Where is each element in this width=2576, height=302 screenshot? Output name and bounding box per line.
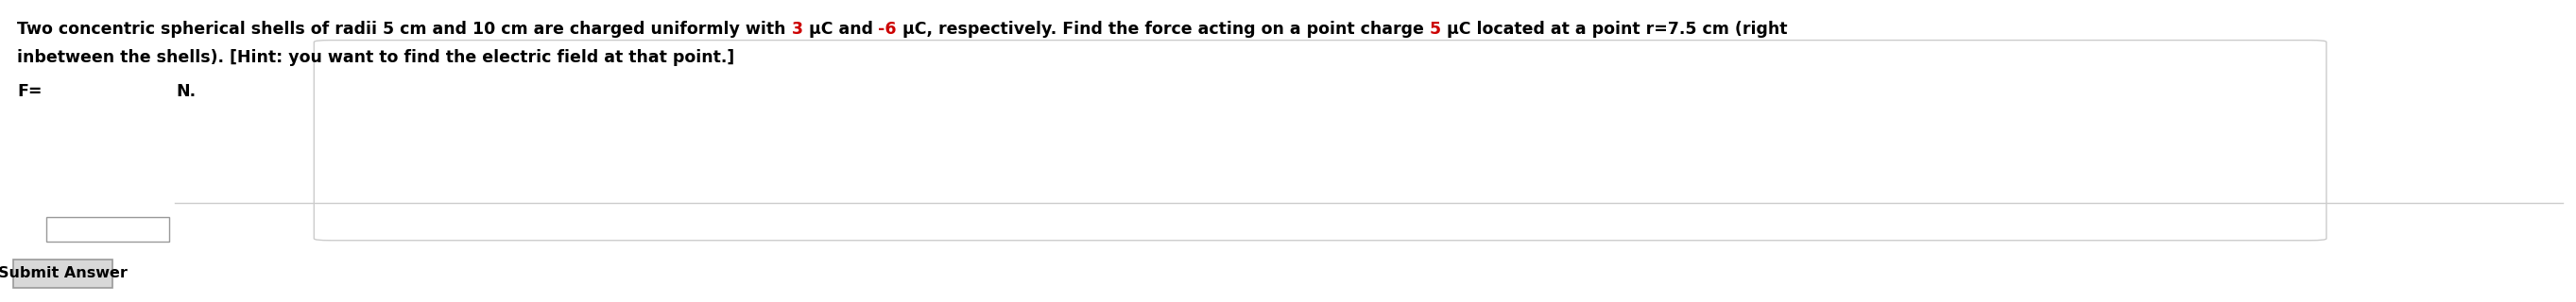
Text: Submit Answer: Submit Answer [0,267,129,281]
Text: Two concentric spherical shells of radii 5 cm and 10 cm are charged uniformly wi: Two concentric spherical shells of radii… [18,21,791,38]
Text: μC and: μC and [804,21,878,38]
Text: μC located at a point r=7.5 cm (right: μC located at a point r=7.5 cm (right [1440,21,1788,38]
FancyBboxPatch shape [314,40,2326,240]
Text: 5: 5 [1430,21,1440,38]
Text: F=: F= [18,83,41,100]
Text: inbetween the shells). [Hint: you want to find the electric field at that point.: inbetween the shells). [Hint: you want t… [18,49,734,66]
Text: 3: 3 [791,21,804,38]
Text: μC, respectively. Find the force acting on a point charge: μC, respectively. Find the force acting … [896,21,1430,38]
Text: N.: N. [175,83,196,100]
Text: -6: -6 [878,21,896,38]
